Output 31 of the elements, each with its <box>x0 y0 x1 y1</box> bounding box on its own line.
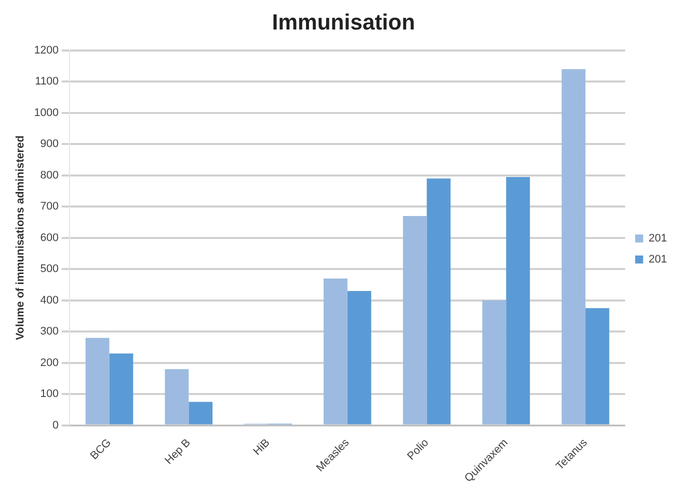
bar <box>562 69 586 424</box>
y-tick-label: 900 <box>40 138 59 150</box>
y-tick-label: 400 <box>40 294 59 306</box>
chart-title: Immunisation <box>272 9 416 34</box>
legend-label: 201 <box>648 232 668 245</box>
y-tick-label: 200 <box>40 356 59 369</box>
y-tick-label: 1000 <box>34 106 59 119</box>
bar <box>426 178 451 424</box>
y-tick-label: 1200 <box>34 44 59 56</box>
y-tick-label: 100 <box>40 388 59 400</box>
bar <box>164 369 189 424</box>
bar <box>482 300 506 424</box>
y-tick-label: 600 <box>40 232 59 244</box>
y-tick-label: 800 <box>40 169 59 182</box>
bar <box>347 290 372 424</box>
legend-label: 201 <box>648 254 668 266</box>
x-tick-label: Hep B <box>162 436 193 467</box>
bar <box>86 338 110 424</box>
bar <box>585 308 610 424</box>
y-tick-label: 700 <box>40 200 59 213</box>
y-axis-title: Volume of immunisations administered <box>14 136 27 340</box>
x-tick-label: HiB <box>251 436 272 458</box>
bar <box>188 402 213 424</box>
y-tick-label: 300 <box>40 326 59 338</box>
y-tick-label: 0 <box>52 419 59 432</box>
y-tick-label: 500 <box>40 263 59 276</box>
bar <box>506 176 530 424</box>
bar <box>402 216 427 424</box>
y-tick-label: 1100 <box>35 76 59 88</box>
bar <box>324 278 348 424</box>
bar <box>109 353 134 424</box>
